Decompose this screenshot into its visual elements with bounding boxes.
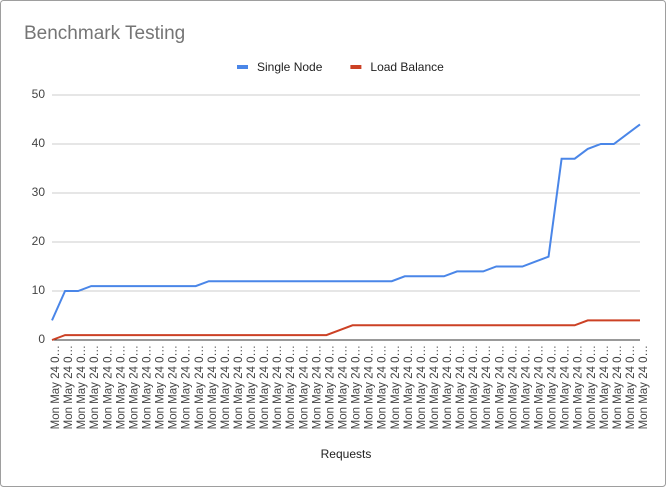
x-tick-label: Mon May 24 0… bbox=[324, 345, 336, 429]
x-tick-label: Mon May 24 0… bbox=[311, 345, 323, 429]
x-tick-label: Mon May 24 0… bbox=[89, 345, 101, 429]
x-tick-label: Mon May 24 0… bbox=[155, 345, 167, 429]
x-tick-label: Mon May 24 0… bbox=[285, 345, 297, 429]
x-tick-label: Mon May 24 0… bbox=[168, 345, 180, 429]
x-tick-label: Mon May 24 0… bbox=[351, 345, 363, 429]
legend-label: Load Balance bbox=[370, 60, 444, 74]
y-tick-label: 10 bbox=[32, 283, 46, 297]
legend-swatch bbox=[237, 65, 248, 69]
legend-label: Single Node bbox=[257, 60, 323, 74]
x-tick-label: Mon May 24 0… bbox=[102, 345, 114, 429]
legend: Single Node Load Balance bbox=[237, 60, 444, 74]
x-tick-label: Mon May 24 0… bbox=[50, 345, 62, 429]
x-tick-label: Mon May 24 0… bbox=[507, 345, 519, 429]
x-tick-label: Mon May 24 0… bbox=[599, 345, 611, 429]
y-tick-label: 20 bbox=[32, 234, 46, 248]
x-tick-label: Mon May 24 0… bbox=[220, 345, 232, 429]
x-tick-label: Mon May 24 0… bbox=[259, 345, 271, 429]
y-tick-label: 30 bbox=[32, 185, 46, 199]
x-tick-label: Mon May 24 0… bbox=[625, 345, 637, 429]
x-tick-label: Mon May 24 0… bbox=[468, 345, 480, 429]
x-tick-label: Mon May 24 0… bbox=[128, 345, 140, 429]
x-tick-label: Mon May 24 0… bbox=[494, 345, 506, 429]
y-tick-label: 40 bbox=[32, 136, 46, 150]
legend-swatch bbox=[350, 65, 362, 69]
x-tick-label: Mon May 24 0… bbox=[298, 345, 310, 429]
x-tick-label: Mon May 24 0… bbox=[194, 345, 206, 429]
x-tick-label: Mon May 24 0… bbox=[246, 345, 258, 429]
y-tick-label: 0 bbox=[38, 332, 45, 346]
x-axis-label: Requests bbox=[321, 447, 372, 461]
x-tick-label: Mon May 24 0… bbox=[547, 345, 559, 429]
x-tick-label: Mon May 24 0… bbox=[638, 345, 650, 429]
line-series bbox=[51, 319, 640, 341]
x-tick-label: Mon May 24 0… bbox=[455, 345, 467, 429]
x-tick-label: Mon May 24 0… bbox=[337, 345, 349, 429]
y-tick-label: 50 bbox=[32, 87, 46, 101]
chart-title: Benchmark Testing bbox=[24, 23, 185, 44]
x-tick-label: Mon May 24 0… bbox=[233, 345, 245, 429]
line-series bbox=[51, 123, 641, 321]
x-tick-label: Mon May 24 0… bbox=[612, 345, 624, 429]
x-tick-label: Mon May 24 0… bbox=[533, 345, 545, 429]
x-tick-label: Mon May 24 0… bbox=[377, 345, 389, 429]
x-tick-label: Mon May 24 0… bbox=[429, 345, 441, 429]
x-tick-label: Mon May 24 0… bbox=[442, 345, 454, 429]
x-tick-label: Mon May 24 0… bbox=[390, 345, 402, 429]
x-tick-label: Mon May 24 0… bbox=[586, 345, 598, 429]
x-tick-label: Mon May 24 0… bbox=[520, 345, 532, 429]
x-tick-label: Mon May 24 0… bbox=[141, 345, 153, 429]
x-tick-label: Mon May 24 0… bbox=[207, 345, 219, 429]
x-tick-label: Mon May 24 0… bbox=[181, 345, 193, 429]
x-tick-label: Mon May 24 0… bbox=[573, 345, 585, 429]
x-tick-label: Mon May 24 0… bbox=[481, 345, 493, 429]
x-tick-label: Mon May 24 0… bbox=[115, 345, 127, 429]
x-tick-label: Mon May 24 0… bbox=[63, 345, 75, 429]
x-tick-label: Mon May 24 0… bbox=[272, 345, 284, 429]
x-tick-label: Mon May 24 0… bbox=[560, 345, 572, 429]
x-tick-label: Mon May 24 0… bbox=[416, 345, 428, 429]
x-tick-label: Mon May 24 0… bbox=[76, 345, 88, 429]
x-tick-label: Mon May 24 0… bbox=[364, 345, 376, 429]
x-tick-label: Mon May 24 0… bbox=[403, 345, 415, 429]
